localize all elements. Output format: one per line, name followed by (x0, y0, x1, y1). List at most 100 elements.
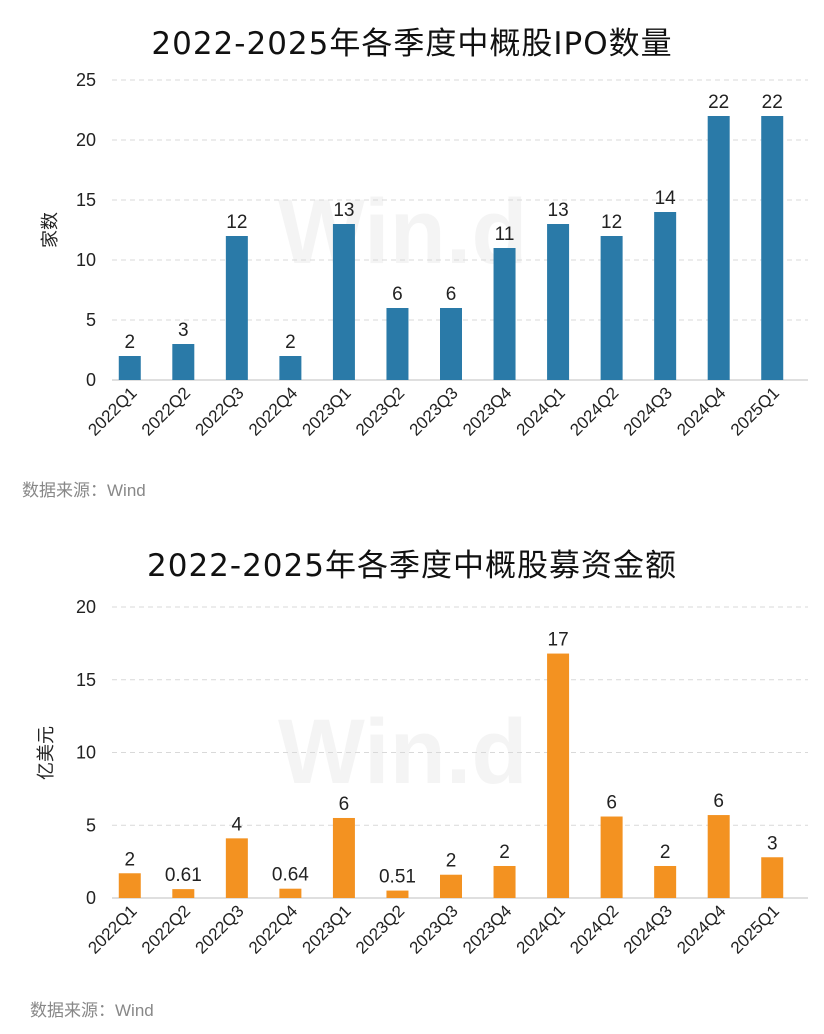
data-label: 17 (548, 630, 569, 651)
x-tick-label: 2022Q1 (84, 383, 140, 439)
bar (332, 817, 355, 898)
data-label: 0.61 (165, 865, 202, 886)
y-tick-label: 0 (86, 370, 96, 390)
y-axis-label: 家数 (40, 212, 60, 248)
bar (386, 308, 409, 380)
data-label: 4 (232, 814, 243, 835)
x-tick-label: 2022Q4 (245, 901, 301, 957)
data-label: 0.51 (379, 867, 416, 888)
bar (172, 889, 195, 898)
x-tick-label: 2022Q2 (138, 901, 194, 957)
bar (547, 653, 570, 898)
data-label: 2 (446, 851, 457, 872)
data-label: 13 (548, 200, 569, 221)
data-label: 2 (124, 332, 135, 353)
x-tick-label: 2024Q4 (673, 901, 729, 957)
y-tick-label: 20 (76, 597, 96, 617)
bar (386, 890, 409, 898)
x-tick-label: 2023Q4 (459, 901, 515, 957)
y-tick-label: 10 (76, 743, 96, 763)
bar (761, 857, 784, 898)
x-tick-label: 2024Q4 (673, 383, 729, 439)
y-tick-label: 5 (86, 815, 96, 835)
x-tick-label: 2025Q1 (727, 901, 783, 957)
bar (707, 116, 730, 380)
data-label: 12 (601, 212, 622, 233)
ipo-funding-chart: 0 5 10 15 20 亿美元 2 2022Q1 0.61 2022Q2 4 2022Q3 0.64 2… (36, 597, 808, 958)
bar (172, 344, 195, 380)
data-label: 13 (333, 200, 354, 221)
y-tick-label: 10 (76, 250, 96, 270)
y-tick-label: 5 (86, 310, 96, 330)
y-tick-label: 15 (76, 190, 96, 210)
data-label: 3 (767, 833, 778, 854)
bar (493, 865, 516, 898)
bar (118, 356, 141, 380)
x-tick-label: 2023Q3 (406, 383, 462, 439)
bar (279, 888, 302, 898)
bar (707, 815, 730, 898)
data-label: 6 (392, 284, 403, 305)
data-label: 2 (285, 332, 296, 353)
data-label: 2 (124, 849, 135, 870)
data-label: 2 (499, 842, 510, 863)
x-tick-label: 2024Q1 (513, 383, 569, 439)
x-tick-label: 2022Q3 (191, 901, 247, 957)
data-source: 数据来源：Wind (30, 1001, 154, 1020)
data-source: 数据来源：Wind (22, 481, 146, 500)
data-label: 2 (660, 842, 671, 863)
x-tick-label: 2023Q3 (406, 901, 462, 957)
bar (654, 865, 677, 898)
x-tick-label: 2023Q1 (299, 901, 355, 957)
x-tick-label: 2024Q2 (566, 901, 622, 957)
bar (600, 816, 623, 898)
x-tick-label: 2024Q3 (620, 901, 676, 957)
x-tick-label: 2023Q1 (299, 383, 355, 439)
x-tick-label: 2023Q4 (459, 383, 515, 439)
bar (332, 224, 355, 380)
bar (225, 236, 248, 380)
data-label: 6 (339, 794, 350, 815)
x-tick-label: 2023Q2 (352, 383, 408, 439)
data-label: 11 (495, 224, 515, 245)
x-tick-label: 2022Q2 (138, 383, 194, 439)
y-axis-label: 亿美元 (36, 726, 56, 780)
data-label: 6 (713, 791, 724, 812)
y-tick-label: 20 (76, 130, 96, 150)
bar (600, 236, 623, 380)
data-label: 22 (762, 92, 783, 113)
data-label: 6 (606, 793, 617, 814)
data-label: 12 (226, 212, 247, 233)
x-tick-label: 2024Q3 (620, 383, 676, 439)
x-tick-label: 2022Q3 (191, 383, 247, 439)
bar (654, 212, 677, 380)
bar (761, 116, 784, 380)
data-label: 22 (708, 92, 729, 113)
x-tick-label: 2022Q4 (245, 383, 301, 439)
data-label: 0.64 (272, 865, 309, 886)
ipo-funding-panel: Win.d 2022-2025年各季度中概股募资金额 05101520亿美元22… (0, 530, 824, 1034)
bar (225, 838, 248, 898)
data-label: 3 (178, 320, 189, 341)
x-tick-label: 2023Q2 (352, 901, 408, 957)
ipo-count-panel: Win.d 2022-2025年各季度中概股IPO数量 0 5 10 15 20 25 家数… (0, 0, 824, 510)
bar (279, 356, 302, 380)
x-tick-label: 2024Q2 (566, 383, 622, 439)
bar (440, 308, 462, 380)
ipo-count-chart: 0 5 10 15 20 25 家数 2 2022Q1 3 2022Q2 12 2022Q3 2 2022Q… (40, 70, 808, 440)
data-label: 6 (446, 284, 457, 305)
y-tick-label: 15 (76, 670, 96, 690)
x-tick-label: 2025Q1 (727, 383, 783, 439)
watermark: Win.d (278, 180, 528, 285)
chart-title: 2022-2025年各季度中概股募资金额 (147, 548, 677, 584)
data-label: 14 (655, 188, 677, 209)
bar (547, 224, 570, 380)
bar (493, 248, 516, 380)
chart-title: 2022-2025年各季度中概股IPO数量 (151, 26, 673, 62)
y-tick-label: 0 (86, 888, 96, 908)
bar (118, 873, 141, 898)
y-tick-label: 25 (76, 70, 96, 90)
x-tick-label: 2022Q1 (84, 901, 140, 957)
x-tick-label: 2024Q1 (513, 901, 569, 957)
bar (440, 874, 462, 898)
